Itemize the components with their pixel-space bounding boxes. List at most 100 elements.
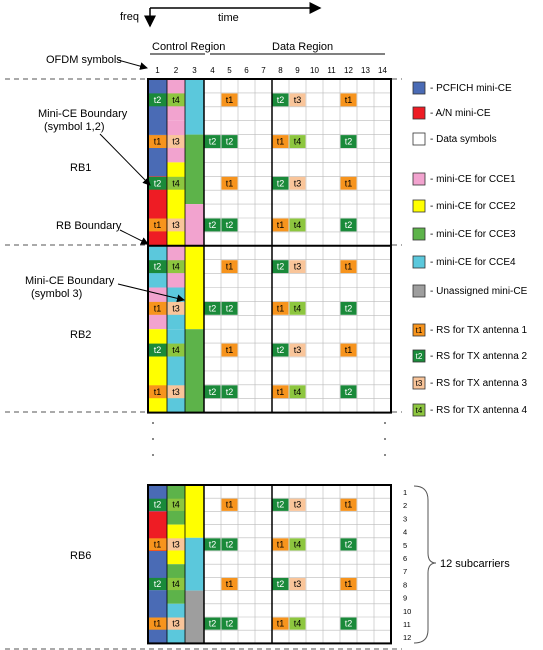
legend-swatch (412, 349, 426, 363)
subcarrier-number: 12 (403, 633, 411, 642)
rs-t1-label: t1 (345, 178, 353, 188)
rs-t1-cell (340, 577, 357, 591)
rs-t1-label: t1 (154, 137, 162, 147)
rs-t2-cell (204, 301, 221, 315)
legend-swatch (412, 284, 426, 298)
rs-t1-label: t1 (277, 220, 285, 230)
rs-t1-label: t1 (226, 262, 234, 272)
rs-t1-cell (148, 385, 167, 399)
rs-t2-cell (148, 577, 167, 591)
rs-t2-cell (221, 135, 238, 148)
rs-t4-cell (289, 218, 306, 232)
rs-t4-label: t4 (294, 303, 302, 313)
mini-ce-cce2 (167, 162, 185, 246)
rs-t1-cell (148, 218, 167, 232)
mini-ce-cce2 (185, 485, 204, 538)
rs-t1-cell (340, 260, 357, 274)
rs-t1-cell (148, 617, 167, 630)
grid-border (147, 484, 392, 645)
rs-t2-cell (272, 577, 289, 591)
legend-label: - Data symbols (430, 134, 497, 145)
rs-t2-label: t2 (154, 500, 162, 510)
subcarrier-number: 3 (403, 514, 407, 523)
rs-t2-cell (272, 343, 289, 357)
rs-t4-cell (289, 385, 306, 399)
rs-t2-cell (204, 538, 221, 551)
legend-swatch-tag: t3 (416, 379, 423, 388)
rs-t1-cell (148, 135, 167, 148)
symbol-number: 11 (327, 66, 336, 75)
subcarrier-number: 10 (403, 607, 411, 616)
symbol-number: 14 (378, 66, 387, 75)
rs-t4-cell (167, 498, 185, 511)
subcarrier-number: 2 (403, 501, 407, 510)
rs-t2-label: t2 (345, 137, 353, 147)
rs-t2-label: t2 (277, 262, 285, 272)
subcarrier-number: 1 (403, 488, 407, 497)
rs-t4-cell (289, 617, 306, 630)
rs-t3-label: t3 (294, 178, 302, 188)
rs-t2-label: t2 (154, 262, 162, 272)
rs-t4-label: t4 (172, 500, 180, 510)
rs-t2-cell (340, 538, 357, 551)
legend-label: - RS for TX antenna 2 (430, 351, 528, 362)
legend-swatch-tag: t4 (416, 406, 423, 415)
rs-t4-cell (167, 577, 185, 591)
rs-t3-cell (167, 385, 185, 399)
mini-ce-unassigned (185, 590, 204, 644)
rs-t2-label: t2 (277, 95, 285, 105)
legend-swatch (412, 403, 426, 417)
rs-t1-label: t1 (226, 500, 234, 510)
rs-t1-label: t1 (277, 387, 285, 397)
mini-ce-cce1 (185, 204, 204, 246)
rs-t2-cell (221, 385, 238, 399)
mini-ce-cce3 (185, 134, 204, 205)
rs-t2-label: t2 (277, 579, 285, 589)
continuation-dots (152, 422, 386, 456)
subcarrier-number: 8 (403, 580, 407, 589)
rs-t3-label: t3 (294, 345, 302, 355)
rs-t2-label: t2 (345, 220, 353, 230)
mini-ce-cce2 (148, 329, 167, 413)
symbol-number: 13 (361, 66, 370, 75)
mini-ce-boundary-3-pointer (117, 283, 185, 303)
rb1-label: RB1 (70, 162, 91, 174)
rs-t1-cell (340, 343, 357, 357)
rs-t2-label: t2 (226, 220, 234, 230)
rs-t1-cell (221, 93, 238, 107)
symbol-number: 10 (310, 66, 319, 75)
rs-t2-label: t2 (345, 303, 353, 313)
legend: - PCFICH mini-CE - A/N mini-CE - Data symb… (412, 81, 528, 417)
rs-t2-cell (340, 617, 357, 630)
freq-label: freq (120, 11, 139, 23)
legend-label: - RS for TX antenna 4 (430, 405, 528, 416)
rs-t2-label: t2 (345, 387, 353, 397)
symbol-number: 2 (174, 66, 179, 75)
rs-t3-label: t3 (172, 539, 180, 549)
rs-t4-cell (289, 135, 306, 148)
legend-label: - mini-CE for CCE4 (430, 257, 516, 268)
rs-t1-cell (340, 176, 357, 190)
rs-t1-cell (272, 385, 289, 399)
rs-t2-cell (204, 218, 221, 232)
rs-t1-cell (221, 176, 238, 190)
rs-t4-label: t4 (172, 95, 180, 105)
rs-t1-cell (221, 577, 238, 591)
rs-t3-label: t3 (172, 303, 180, 313)
rs-t4-label: t4 (294, 137, 302, 147)
rs-t4-label: t4 (172, 345, 180, 355)
rs-t2-cell (204, 135, 221, 148)
rs-t1-cell (272, 135, 289, 148)
rs-t3-cell (289, 577, 306, 591)
rs-t4-cell (167, 343, 185, 357)
subcarrier-number: 11 (403, 620, 411, 629)
rs-t1-cell (148, 538, 167, 551)
rs-t2-label: t2 (277, 500, 285, 510)
legend-swatch (412, 376, 426, 390)
rs-t2-cell (148, 498, 167, 511)
rs-t2-cell (340, 385, 357, 399)
rs-t2-label: t2 (209, 303, 217, 313)
subcarrier-number: 4 (403, 528, 407, 537)
